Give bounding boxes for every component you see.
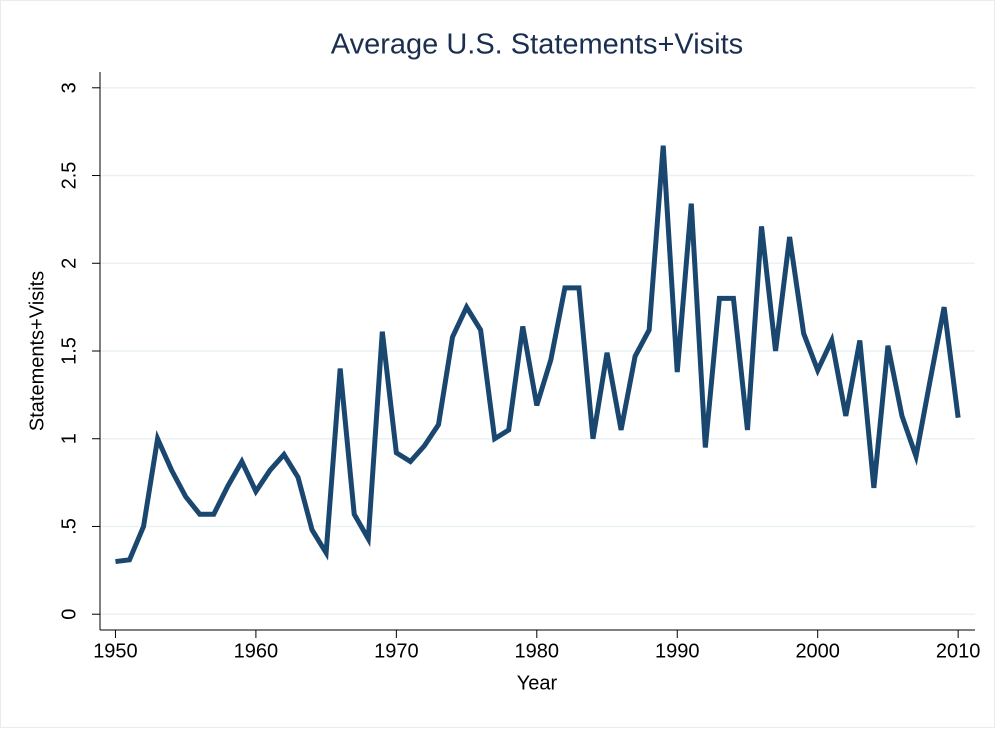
x-tick-label: 1960 [234, 640, 279, 662]
y-tick-label: 0 [58, 609, 80, 620]
x-tick-label: 2000 [795, 640, 840, 662]
x-tick-label: 1980 [515, 640, 560, 662]
chart-title: Average U.S. Statements+Visits [331, 29, 743, 61]
y-tick-label: 2 [58, 258, 80, 269]
y-axis-label: Statements+Visits [26, 271, 48, 431]
y-tick-label: 1 [58, 433, 80, 444]
y-tick-label: 1.5 [58, 337, 80, 365]
y-tick-label: 2.5 [58, 162, 80, 190]
x-axis-label: Year [517, 672, 558, 694]
data-line [115, 145, 961, 565]
x-tick-label: 1950 [93, 640, 138, 662]
y-tick-label: .5 [58, 518, 80, 535]
x-tick-label: 1970 [374, 640, 419, 662]
x-tick-label: 1990 [655, 640, 700, 662]
y-tick-label: 3 [58, 82, 80, 93]
x-tick-label: 2010 [936, 640, 981, 662]
